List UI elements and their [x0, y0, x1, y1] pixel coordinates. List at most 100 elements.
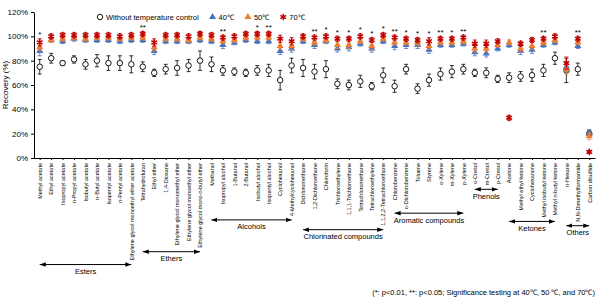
error-bar: [541, 36, 545, 41]
legend-item: 50℃: [244, 13, 270, 22]
x-tick-label: m-Cresol: [483, 163, 489, 185]
data-point: [174, 65, 180, 71]
x-tick: Cyclohexanol: [277, 158, 283, 196]
legend-symbol: [209, 13, 216, 19]
y-tick: 0%: [16, 154, 34, 163]
data-point: [346, 82, 352, 88]
x-tick-label: 4-Methylcyclohexanol: [289, 163, 295, 216]
group-arrow: [40, 264, 132, 265]
data-point: [254, 68, 260, 74]
error-bar: [324, 61, 328, 78]
x-tick: 1,1,2,2-Tetrachloroethane: [380, 158, 386, 226]
x-tick: o-Xylene: [438, 158, 444, 185]
x-tick-mark: [292, 158, 293, 160]
x-tick-label: Tetrahydrofuran: [140, 163, 146, 202]
error-bar: [198, 31, 202, 36]
error-bar: [393, 35, 397, 40]
legend-item: 40℃: [209, 13, 235, 22]
y-tick: 120%: [8, 8, 34, 17]
significance-label: *: [405, 28, 408, 37]
data-point: [506, 38, 513, 44]
data-point: [232, 69, 238, 75]
x-tick-mark: [131, 158, 132, 160]
x-tick-mark: [51, 158, 52, 160]
data-point: [438, 71, 444, 77]
data-point: [335, 81, 341, 87]
group-arrow: [303, 229, 383, 230]
data-point: [232, 33, 238, 40]
x-tick-mark: [429, 158, 430, 160]
x-tick: Ethylene glycol monoethyl ether acetate: [129, 158, 135, 261]
data-point: [140, 64, 146, 70]
data-point: [37, 64, 43, 70]
error-bar: [118, 56, 122, 71]
x-tick-label: Isopropyl alcohol: [220, 163, 226, 204]
error-bar: [313, 64, 317, 79]
data-point: [300, 33, 306, 40]
x-tick-label: Cyclohexanone: [529, 163, 535, 201]
x-tick-label: p-Cresol: [495, 163, 501, 184]
x-tick-mark: [211, 158, 212, 160]
x-tick-label: Methyl acetate: [37, 163, 43, 199]
x-tick-mark: [566, 158, 567, 160]
x-tick-mark: [589, 158, 590, 160]
error-bar: [164, 64, 168, 74]
x-tick: Methyl ethyl ketone: [518, 158, 524, 210]
error-bar: [49, 53, 53, 63]
data-point: [426, 38, 432, 45]
error-bar: [335, 79, 339, 89]
x-tick: Chlorobenzene: [392, 158, 398, 200]
significance-label: *: [38, 30, 41, 39]
group-label: Chlorinated compounds: [304, 232, 383, 241]
x-tick-label: 1,1,2,2-Tetrachloroethane: [380, 163, 386, 226]
x-tick: Isopropyl alcohol: [220, 158, 226, 204]
y-tick-label: 40%: [12, 105, 28, 114]
x-tick-label: Isobutyl acetate: [83, 163, 89, 202]
data-point: [71, 32, 77, 39]
group-label: Ethers: [161, 254, 183, 263]
error-bar: [404, 36, 408, 41]
x-axis: Methyl acetateEthyl acetateIsopropyl ace…: [35, 158, 596, 261]
significance-label: **: [140, 23, 146, 32]
y-tick: 100%: [8, 32, 34, 41]
x-tick-label: Isopropyl acetate: [60, 163, 66, 205]
x-tick: 1-Butanol: [232, 158, 238, 187]
y-tick-label: 60%: [12, 81, 28, 90]
data-point: [117, 33, 123, 40]
error-bar: [461, 35, 465, 40]
error-bar: [129, 33, 133, 38]
data-point: [151, 70, 157, 76]
error-bar: [49, 34, 53, 39]
data-point: [48, 55, 54, 61]
x-tick-mark: [63, 158, 64, 160]
group-label: Phenols: [473, 192, 500, 201]
x-tick-mark: [315, 158, 316, 160]
data-point: [129, 62, 135, 68]
error-bar: [164, 33, 168, 38]
significance-label: **: [311, 27, 317, 36]
legend: Without temperature control40℃50℃70℃: [97, 13, 305, 22]
data-point: [518, 40, 524, 47]
group-arrow: [475, 189, 498, 190]
legend-symbol: [280, 14, 286, 21]
error-bar: [61, 33, 65, 38]
data-point: [60, 32, 66, 39]
data-point: [106, 32, 112, 39]
x-tick-mark: [200, 158, 201, 160]
significance-label: *: [336, 28, 339, 37]
y-tick-mark: [31, 158, 34, 159]
error-bar: [84, 59, 88, 69]
error-bar: [507, 73, 511, 83]
error-bar: [38, 59, 42, 74]
x-tick: 1,4-Dioxane: [163, 158, 169, 193]
y-tick: 60%: [12, 81, 34, 90]
x-tick-label: n-Propyl acetate: [71, 163, 77, 203]
error-bar: [496, 39, 500, 44]
x-tick: Isobutyl alcohol: [255, 158, 261, 201]
x-tick-mark: [498, 158, 499, 160]
error-bar: [564, 57, 568, 69]
x-tick-label: Dichloromethane: [300, 163, 306, 205]
x-tick-mark: [578, 158, 579, 160]
data-point: [312, 69, 318, 75]
data-point: [541, 68, 547, 74]
